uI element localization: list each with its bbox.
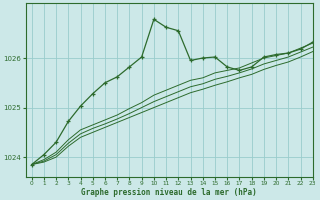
X-axis label: Graphe pression niveau de la mer (hPa): Graphe pression niveau de la mer (hPa) [81, 188, 257, 197]
